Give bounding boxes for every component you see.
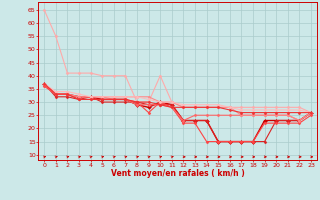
X-axis label: Vent moyen/en rafales ( km/h ): Vent moyen/en rafales ( km/h ) — [111, 169, 244, 178]
